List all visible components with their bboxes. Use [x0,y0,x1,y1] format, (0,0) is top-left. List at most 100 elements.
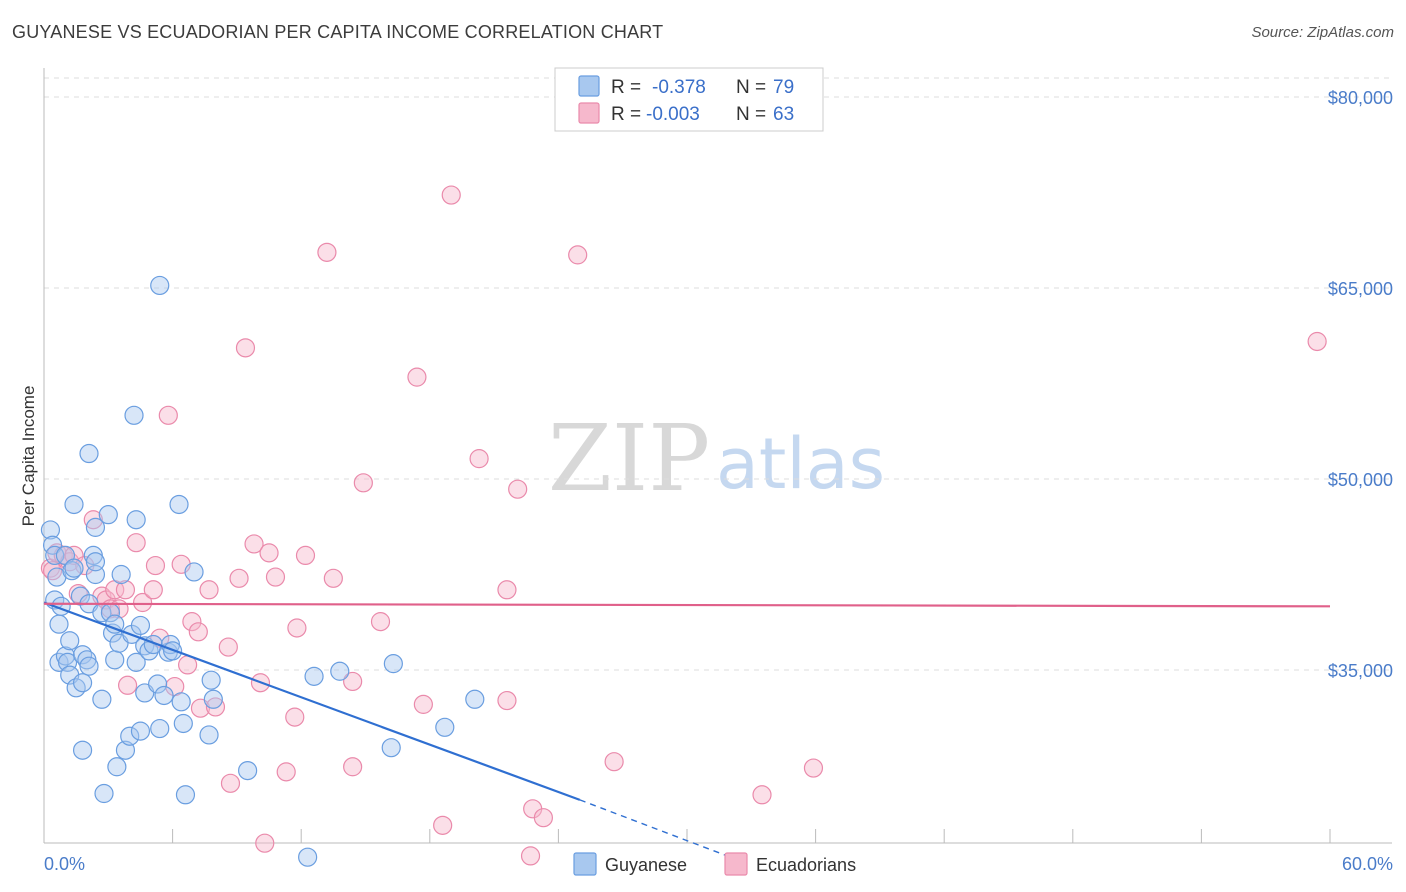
ecuadorians-point [520,846,541,866]
ecuadorians-point [220,773,241,793]
guyanese-point [465,689,485,709]
guyanese-point [120,726,140,746]
y-tick-label: $65,000 [1328,279,1393,299]
guyanese-point [126,652,146,672]
guyanese-point [150,718,170,739]
ecuadorians-point [145,555,166,576]
ecuadorians-point [143,580,163,600]
guyanese-point [330,661,350,681]
guyanese-point [105,650,125,670]
ecuadorians-point [205,697,226,717]
watermark-atlas: atlas [716,423,885,505]
y-tick-label: $50,000 [1328,470,1393,490]
watermark-zip: ZIP [548,405,710,512]
guyanese-point [171,692,191,712]
guyanese-point [85,552,106,572]
guyanese-point [147,674,168,694]
ecuadorians-point [255,833,275,853]
guyanese-point [304,666,324,686]
guyanese-point [175,785,196,805]
x-tick-label-min: 0.0% [44,854,85,874]
ecuadorians-point [441,185,461,205]
guyanese-point [435,717,455,737]
ecuadorians-point [343,671,363,692]
legend-box [554,67,824,132]
guyanese-point [79,656,99,676]
ecuadorians-point [115,580,136,600]
y-tick-label: $35,000 [1328,661,1393,681]
guyanese-point [238,760,258,781]
guyanese-point [126,510,146,530]
guyanese-point [64,558,84,578]
guyanese-point [49,614,69,634]
guyanese-point [92,689,112,709]
y-tick-labels: $35,000 $50,000 $65,000 $80,000 [1328,88,1393,681]
ecuadorians-point [244,534,264,554]
ecuadorians-point [158,405,178,425]
ecuadorians-point [568,245,588,265]
ecuadorians-point [497,690,517,711]
ecuadorians-point [533,808,553,828]
ecuadorians-point [295,545,316,566]
ecuadorians-point [285,707,305,727]
ecuadorians-point [188,622,208,642]
ecuadorians-point [343,757,363,777]
ecuadorians-point [199,580,219,600]
legend-n-value-2: 63 [773,104,794,125]
ecuadorians-point [235,338,256,358]
guyanese-point [154,685,174,706]
guyanese-trend-line [43,601,581,801]
ecuadorians-point [497,580,517,600]
guyanese-point [130,721,151,741]
guyanese-point [184,562,204,582]
x-tick-label-max: 60.0% [1342,854,1393,874]
legend-r-value-1: -0.378 [652,77,706,98]
legend-swatch-ecuadorians [578,102,600,124]
ecuadorians-point [117,675,138,695]
ecuadorians-point [433,815,453,835]
ecuadorians-point [182,612,202,632]
guyanese-point [62,561,82,581]
ecuadorians-point [323,568,343,588]
ecuadorians-point [752,785,772,805]
y-axis-label: Per Capita Income [19,386,38,527]
chart-title: GUYANESE VS ECUADORIAN PER CAPITA INCOME… [12,22,664,42]
guyanese-point [98,505,118,525]
legend-r-value-2: -0.003 [646,104,700,125]
correlation-legend: R = -0.378 N = 79 R = -0.003 N = 63 [554,67,824,132]
guyanese-point [298,847,318,867]
guyanese-point [169,494,189,515]
ecuadorians-point [229,568,249,588]
guyanese-point [72,740,93,760]
guyanese-point [107,757,127,777]
legend-label-ecuadorians: Ecuadorians [756,855,856,875]
ecuadorians-point [259,543,279,563]
guyanese-point [173,713,193,734]
guyanese-point [72,673,93,693]
guyanese-point [199,725,219,745]
ecuadorians-point [1307,331,1327,352]
legend-r-label-1: R = [611,77,641,98]
ecuadorians-point [132,592,153,613]
ecuadorians-point [508,479,528,499]
legend-label-guyanese: Guyanese [605,855,687,875]
guyanese-point [111,564,131,585]
ecuadorians-point [126,533,146,553]
guyanese-point [85,517,106,537]
guyanese-point [40,520,61,540]
legend-n-value-1: 79 [773,77,794,98]
legend-n-label-1: N = [736,77,766,98]
ecuadorians-point [413,694,433,714]
guyanese-point [201,670,221,690]
ecuadorians-point [287,618,307,638]
guyanese-point [130,615,151,636]
ecuadorians-point [604,752,624,772]
legend-swatch-guyanese-bottom [573,852,597,876]
guyanese-point [60,631,80,651]
ecuadorians-point [803,758,824,778]
guyanese-point [203,689,223,709]
ecuadorians-point [83,510,103,530]
guyanese-points [40,275,485,867]
series-legend: Guyanese Ecuadorians [573,852,856,876]
